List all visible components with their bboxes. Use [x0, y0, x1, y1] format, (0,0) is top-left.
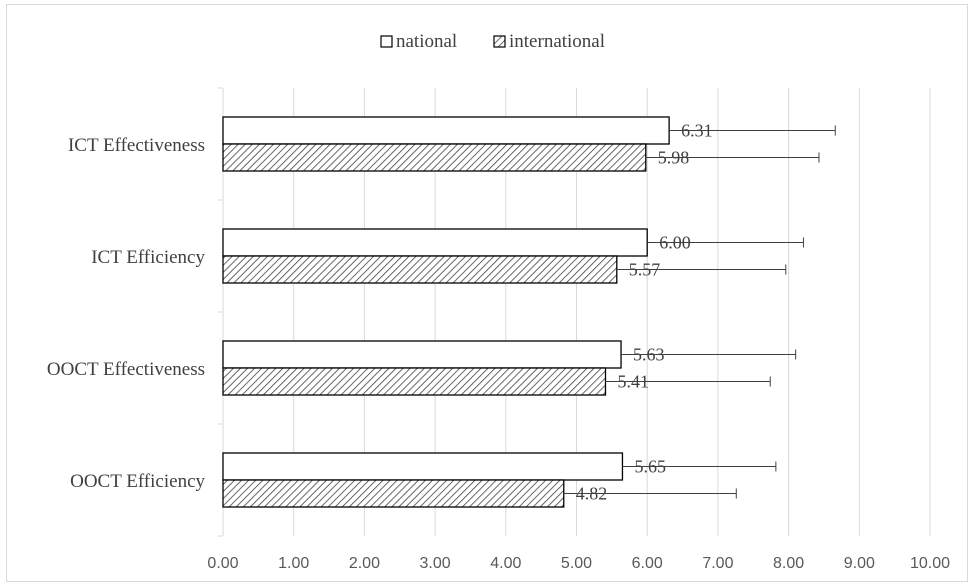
bars — [222, 116, 670, 508]
x-tick-label: 5.00 — [561, 555, 592, 572]
category-label: OOCT Efficiency — [70, 471, 205, 492]
legend-label-national: national — [396, 31, 457, 52]
x-tick-label: 4.00 — [490, 555, 521, 572]
bar-national — [222, 452, 624, 481]
category-label: ICT Effectiveness — [68, 135, 205, 156]
x-tick-label: 1.00 — [278, 555, 309, 572]
bar-international — [222, 143, 647, 172]
bar-national — [222, 116, 670, 145]
bar-international — [222, 255, 618, 284]
value-label: 5.63 — [633, 345, 665, 365]
value-label: 5.65 — [634, 457, 666, 477]
legend-swatch-international — [493, 35, 506, 48]
bar-national — [222, 340, 622, 369]
x-tick-label: 3.00 — [420, 555, 451, 572]
category-axis — [218, 87, 224, 537]
value-label: 5.98 — [658, 148, 690, 168]
legend-swatch-national — [380, 35, 393, 48]
value-labels: 6.31 5.98 6.00 5.57 5.63 5.41 5.65 4.82 — [576, 121, 713, 504]
x-tick-label: 9.00 — [844, 555, 875, 572]
category-label: ICT Efficiency — [91, 247, 205, 268]
legend: national international — [380, 31, 605, 52]
bar-international — [222, 479, 565, 508]
value-label: 5.57 — [629, 260, 661, 280]
bar-international — [222, 367, 607, 396]
x-tick-labels: 0.00 1.00 2.00 3.00 4.00 5.00 6.00 7.00 8.00 9.00… — [207, 555, 950, 572]
category-label: OOCT Effectiveness — [47, 359, 205, 380]
x-tick-label: 6.00 — [632, 555, 663, 572]
x-tick-label: 8.00 — [773, 555, 804, 572]
x-tick-label: 0.00 — [207, 555, 238, 572]
value-label: 6.31 — [681, 121, 713, 141]
value-label: 6.00 — [659, 233, 691, 253]
bar-national — [222, 228, 648, 257]
legend-label-international: international — [509, 31, 605, 52]
x-tick-label: 2.00 — [349, 555, 380, 572]
value-label: 5.41 — [617, 372, 649, 392]
value-label: 4.82 — [576, 484, 608, 504]
x-tick-label: 10.00 — [910, 555, 950, 572]
x-tick-label: 7.00 — [702, 555, 733, 572]
error-bars — [563, 125, 836, 499]
category-labels: ICT Effectiveness ICT Efficiency OOCT Effe… — [47, 135, 206, 492]
